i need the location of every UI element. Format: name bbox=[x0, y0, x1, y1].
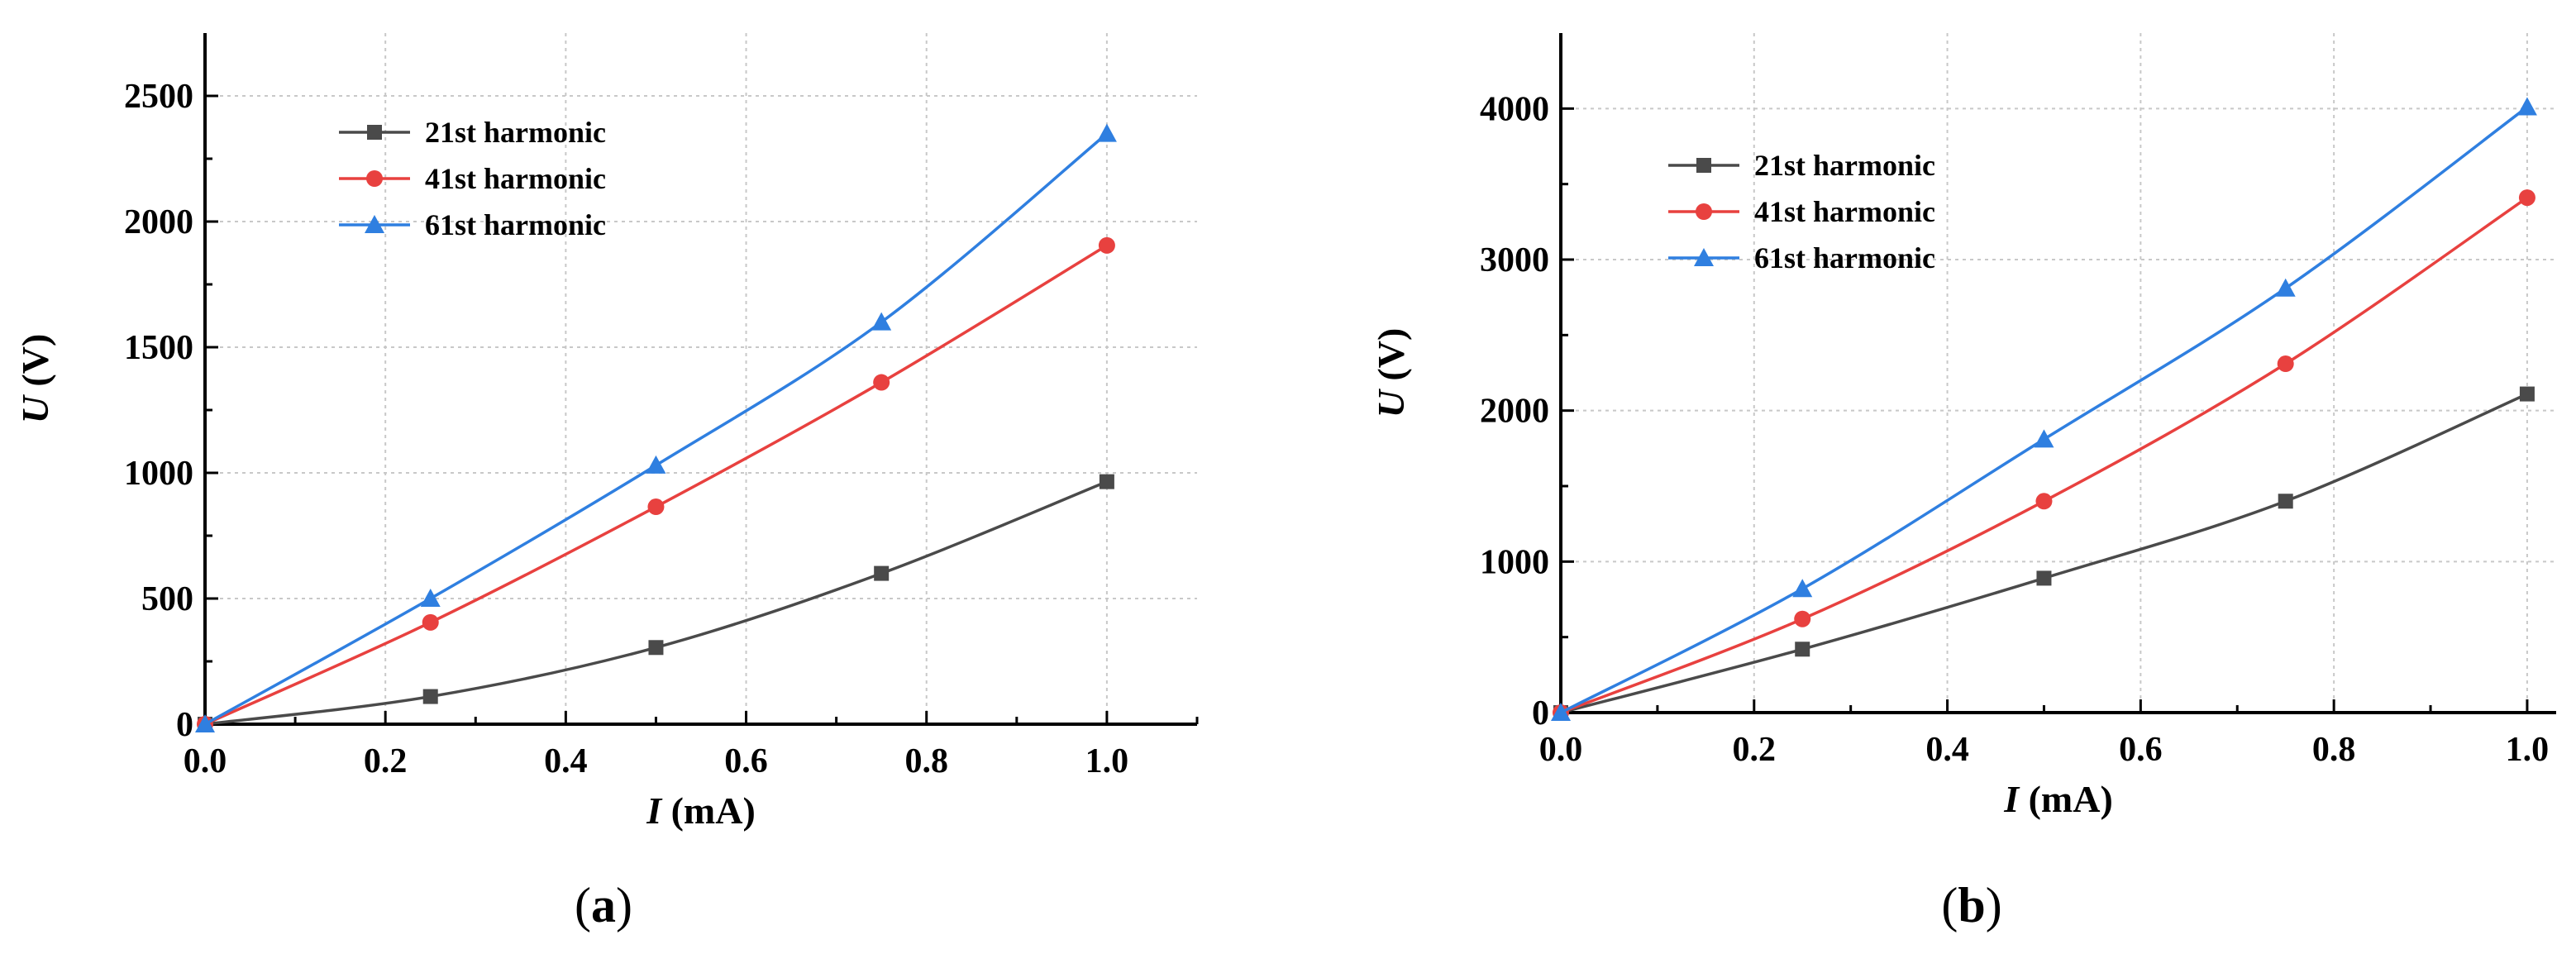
data-point-series-3 bbox=[871, 312, 892, 331]
y-axis-variable: U bbox=[14, 394, 56, 423]
y-axis-unit: (V) bbox=[1370, 328, 1412, 390]
y-tick-label: 1000 bbox=[1480, 543, 1549, 581]
y-tick-label: 500 bbox=[141, 580, 193, 618]
x-tick-label: 1.0 bbox=[2506, 731, 2550, 769]
y-axis-variable: U bbox=[1370, 388, 1412, 417]
data-point-series-1 bbox=[648, 640, 664, 656]
x-tick-label: 1.0 bbox=[1085, 742, 1129, 780]
panel-label-part: ) bbox=[1986, 878, 2002, 933]
data-point-series-1 bbox=[2278, 494, 2293, 509]
data-point-series-3 bbox=[2516, 97, 2537, 116]
x-axis-title: I (mA) bbox=[646, 789, 756, 832]
x-tick-label: 0.4 bbox=[544, 742, 588, 780]
y-tick-label: 0 bbox=[1532, 694, 1549, 732]
legend-marker-3 bbox=[1694, 248, 1714, 266]
y-tick-label: 2500 bbox=[124, 78, 193, 116]
chart-panel-a: 0 500 1000 1500 2000 2500 0.0 0.2 0.4 0.6 0.8 1.0 I … bbox=[14, 33, 1199, 933]
y-tick-label: 2000 bbox=[1480, 393, 1549, 431]
legend-label-2: 41st harmonic bbox=[1754, 195, 1935, 228]
legend-label-2: 41st harmonic bbox=[425, 162, 606, 195]
legend-label-3: 61st harmonic bbox=[425, 208, 606, 241]
x-axis-title: I (mA) bbox=[2003, 778, 2113, 820]
x-axis-variable: I bbox=[646, 789, 663, 832]
data-point-series-3 bbox=[1551, 703, 1571, 721]
data-point-series-3 bbox=[2275, 278, 2296, 297]
data-point-series-3 bbox=[420, 589, 441, 607]
data-point-series-1 bbox=[2519, 386, 2535, 402]
panel-label: (b) bbox=[1941, 878, 2001, 933]
x-axis-unit: (mA) bbox=[2019, 778, 2113, 820]
data-point-series-2 bbox=[873, 374, 890, 391]
y-axis-title: U (V) bbox=[1370, 328, 1412, 418]
data-point-series-3 bbox=[2034, 429, 2054, 448]
x-tick-label: 0.6 bbox=[2119, 731, 2163, 769]
data-point-series-3 bbox=[646, 455, 666, 474]
legend-marker-3 bbox=[365, 215, 384, 233]
y-tick-label: 0 bbox=[176, 706, 193, 744]
x-axis-variable: I bbox=[2003, 778, 2020, 820]
data-point-series-3 bbox=[195, 714, 215, 732]
series-line-1 bbox=[204, 480, 1108, 726]
y-axis-title: U (V) bbox=[14, 334, 56, 424]
x-tick-label: 0.4 bbox=[1925, 731, 1969, 769]
x-tick-label: 0.6 bbox=[724, 742, 768, 780]
data-point-series-3 bbox=[1096, 123, 1117, 142]
y-tick-label: 2000 bbox=[124, 203, 193, 241]
series-line-2 bbox=[1560, 196, 2528, 714]
legend-label-1: 21st harmonic bbox=[1754, 149, 1935, 182]
data-point-series-2 bbox=[1098, 236, 1115, 254]
y-tick-label: 1000 bbox=[124, 455, 193, 493]
x-tick-label: 0.0 bbox=[184, 742, 227, 780]
x-axis-unit: (mA) bbox=[661, 789, 756, 832]
data-point-series-2 bbox=[1794, 610, 1811, 627]
panel-label: (a) bbox=[575, 878, 632, 933]
panel-label-part: a bbox=[591, 878, 616, 933]
data-point-series-2 bbox=[2035, 493, 2053, 510]
legend-marker-2 bbox=[1696, 203, 1712, 220]
panel-label-part: b bbox=[1958, 878, 1985, 933]
panel-label-part: ( bbox=[575, 878, 591, 933]
chart-panel-b: 0 1000 2000 3000 4000 0.0 0.2 0.4 0.6 0.8 1.0 I (mA… bbox=[1370, 33, 2556, 933]
data-point-series-1 bbox=[422, 689, 438, 704]
panel-label-part: ( bbox=[1941, 878, 1958, 933]
legend-label-1: 21st harmonic bbox=[425, 116, 606, 149]
data-point-series-2 bbox=[647, 498, 665, 516]
x-tick-label: 0.8 bbox=[904, 742, 948, 780]
y-tick-label: 3000 bbox=[1480, 241, 1549, 279]
y-tick-label: 4000 bbox=[1480, 90, 1549, 128]
data-point-series-1 bbox=[2036, 570, 2052, 586]
data-point-series-2 bbox=[2518, 189, 2535, 207]
legend-marker-1 bbox=[1696, 158, 1711, 173]
x-tick-label: 0.2 bbox=[364, 742, 408, 780]
panel-label-part: ) bbox=[616, 878, 632, 933]
data-point-series-1 bbox=[1795, 642, 1810, 657]
x-tick-label: 0.0 bbox=[1539, 731, 1583, 769]
legend-marker-2 bbox=[366, 170, 383, 187]
data-point-series-1 bbox=[1099, 474, 1114, 489]
data-point-series-2 bbox=[422, 613, 439, 631]
data-point-series-1 bbox=[874, 565, 890, 581]
data-point-series-2 bbox=[2277, 355, 2294, 373]
y-tick-label: 1500 bbox=[124, 329, 193, 367]
legend-marker-1 bbox=[367, 125, 382, 140]
x-tick-label: 0.2 bbox=[1733, 731, 1777, 769]
x-tick-label: 0.8 bbox=[2312, 731, 2356, 769]
legend-label-3: 61st harmonic bbox=[1754, 241, 1935, 274]
data-point-series-3 bbox=[1792, 579, 1813, 598]
y-axis-unit: (V) bbox=[14, 334, 56, 396]
